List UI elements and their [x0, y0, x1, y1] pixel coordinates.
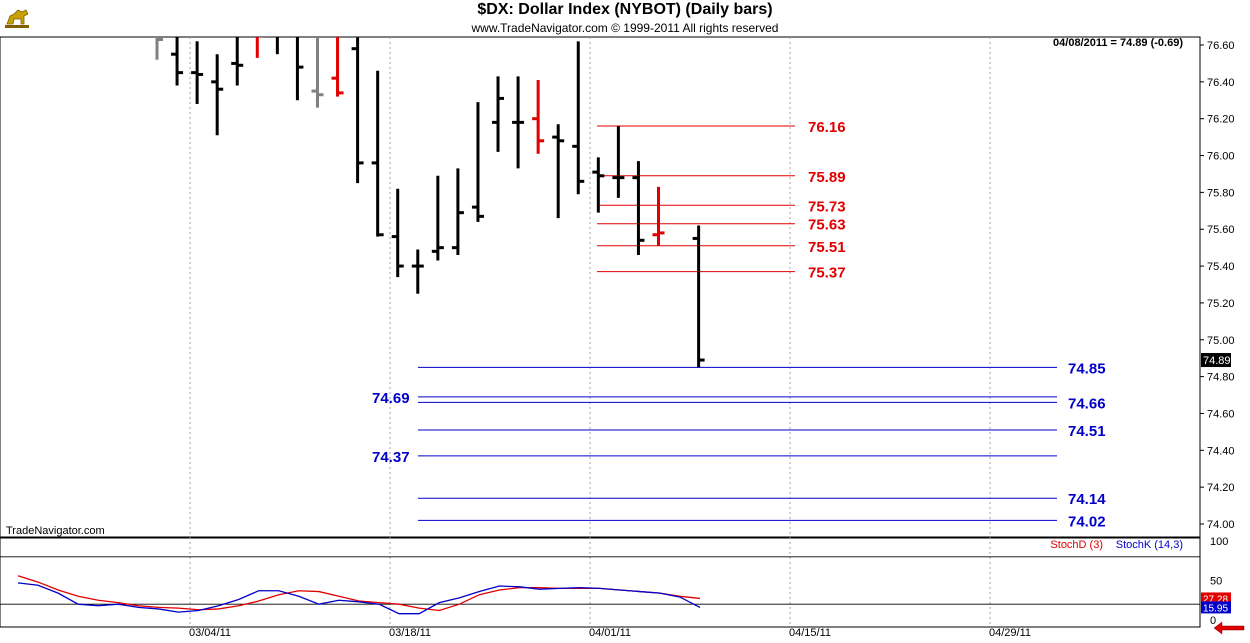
price-panel-frame [0, 36, 1201, 538]
x-tick-label: 04/15/11 [789, 627, 831, 639]
ohlc-bar [431, 175, 444, 261]
ohlc-bar [231, 37, 244, 86]
ohlc-bar [552, 124, 565, 219]
ohlc-bar [652, 186, 665, 246]
chart-subtitle: www.TradeNavigator.com © 1999-2011 All r… [471, 21, 779, 35]
scroll-left-arrow-icon [1213, 621, 1245, 635]
ohlc-bar [351, 37, 364, 184]
y-tick-label: 75.40 [1207, 261, 1235, 273]
stoch-y-tick-label: 50 [1210, 576, 1222, 588]
ohlc-bar [391, 188, 404, 278]
ohlc-bar [592, 157, 605, 213]
ohlc-bar [155, 37, 163, 60]
ohlc-bar [632, 161, 645, 256]
golden-bull-icon [5, 9, 29, 28]
ohlc-bar [311, 37, 324, 108]
stoch-y-tick-label: 100 [1210, 536, 1228, 548]
y-tick-label: 74.60 [1207, 408, 1235, 420]
ohlc-bar [612, 126, 625, 198]
y-tick-label: 75.60 [1207, 224, 1235, 236]
ohlc-bar [532, 80, 545, 154]
y-tick-label: 74.20 [1207, 482, 1235, 494]
support-label: 74.85 [1068, 360, 1106, 377]
stochk-value-label: 15.95 [1203, 603, 1228, 614]
stochk-value-tag [1201, 601, 1231, 614]
stochk-line [17, 582, 701, 615]
y-tick-label: 75.20 [1207, 298, 1235, 310]
ohlc-bar [371, 70, 384, 237]
watermark: TradeNavigator.com [6, 525, 105, 537]
ohlc-bar [171, 37, 184, 86]
stochastic-panel-frame [0, 537, 1201, 628]
resistance-label: 75.51 [808, 239, 846, 256]
y-tick-label: 74.40 [1207, 445, 1235, 457]
resistance-label: 75.73 [808, 198, 846, 215]
support-label: 74.02 [1068, 513, 1106, 530]
ohlc-bar [255, 37, 264, 58]
x-tick-label: 04/29/11 [989, 627, 1031, 639]
y-tick-label: 76.20 [1207, 114, 1235, 126]
x-tick-label: 04/01/11 [589, 627, 631, 639]
ohlc-bar [291, 37, 304, 101]
ohlc-bar [471, 102, 484, 222]
stochd-line [17, 575, 701, 612]
stochd-value-label: 27.28 [1203, 594, 1228, 605]
y-tick-label: 75.00 [1207, 335, 1235, 347]
support-label: 74.69 [372, 390, 410, 407]
chart-title: $DX: Dollar Index (NYBOT) (Daily bars) [477, 1, 773, 18]
y-tick-label: 76.40 [1207, 77, 1235, 89]
last-quote: 04/08/2011 = 74.89 (-0.69) [1053, 37, 1183, 49]
support-label: 74.51 [1068, 423, 1106, 440]
ohlc-bar [411, 249, 424, 294]
y-tick-label: 76.60 [1207, 40, 1235, 52]
y-tick-label: 74.00 [1207, 519, 1235, 531]
ohlc-bar [275, 37, 279, 55]
ohlc-bar [572, 41, 585, 195]
legend-stochk: StochK (14,3) [1116, 539, 1183, 551]
stoch-y-tick-label: 0 [1210, 615, 1216, 627]
resistance-label: 75.63 [808, 217, 846, 234]
y-tick-label: 75.80 [1207, 187, 1235, 199]
y-tick-label: 74.80 [1207, 372, 1235, 384]
resistance-label: 75.37 [808, 265, 846, 282]
ohlc-bar [492, 76, 505, 152]
y-tick-label: 76.00 [1207, 151, 1235, 163]
ohlc-bar [451, 168, 464, 256]
ohlc-bars [155, 37, 705, 368]
resistance-label: 75.89 [808, 169, 846, 186]
x-tick-label: 03/04/11 [189, 627, 231, 639]
ohlc-bar [331, 37, 344, 97]
x-tick-label: 03/18/11 [389, 627, 431, 639]
ohlc-bar [512, 76, 525, 169]
ohlc-bar [191, 41, 204, 104]
resistance-label: 76.16 [808, 119, 846, 136]
support-label: 74.37 [372, 449, 410, 466]
support-label: 74.66 [1068, 395, 1106, 412]
ohlc-bar [211, 54, 224, 136]
last-price-label: 74.89 [1203, 355, 1231, 367]
legend-stochd: StochD (3) [1050, 539, 1103, 551]
last-price-tag [1201, 353, 1231, 368]
support-label: 74.14 [1068, 491, 1106, 508]
ohlc-bar [692, 225, 705, 368]
